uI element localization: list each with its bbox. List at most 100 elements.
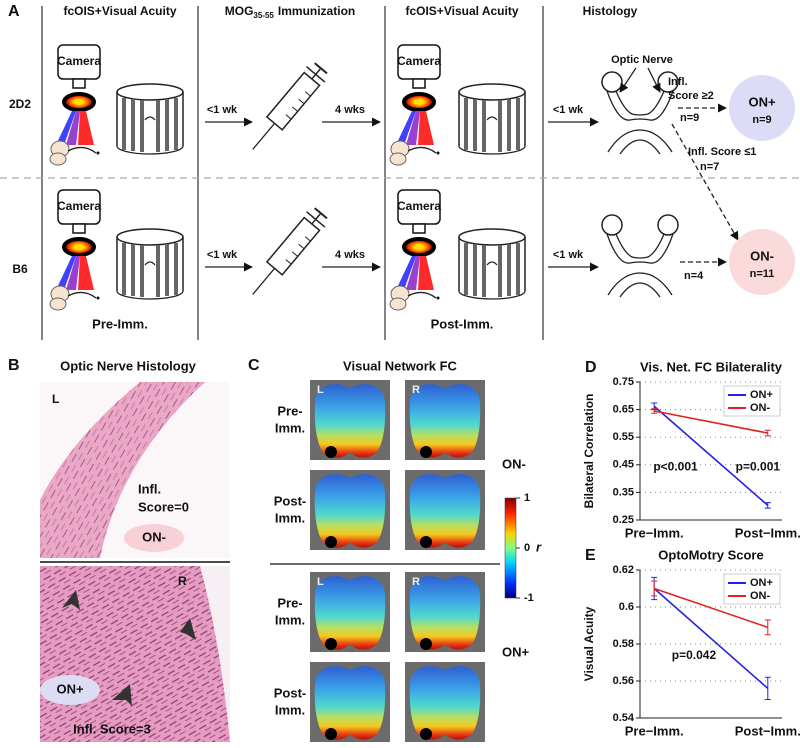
annotation: p=0.042	[672, 648, 717, 662]
error-bar	[764, 619, 771, 636]
drum-icon	[458, 83, 526, 155]
score-label: Infl. Score ≤1	[688, 146, 756, 158]
row-b6: Camera <1 wk 4 wks Camera <1 wk n=4 ON- …	[48, 188, 795, 312]
camera-label: Camera	[57, 199, 101, 213]
y-tick-label: 0.35	[613, 486, 634, 498]
row-label: Imm.	[275, 420, 305, 435]
panel-title: Optic Nerve Histology	[60, 358, 197, 373]
drum-icon	[458, 228, 526, 300]
histology-image	[40, 566, 230, 742]
interval-label: <1 wk	[207, 249, 238, 261]
legend-label: ON+	[750, 389, 773, 401]
y-axis-label: Visual Acuity	[582, 606, 596, 681]
header-subscript: 35-55	[253, 11, 274, 20]
arrowhead-marker	[62, 590, 80, 610]
outcome-label: ON-	[750, 248, 774, 263]
header-part: Immunization	[278, 4, 355, 18]
arrowhead-marker	[180, 618, 196, 640]
drum-icon	[116, 228, 184, 300]
y-tick-label: 0.6	[619, 601, 634, 613]
score-label: Infl.	[138, 481, 161, 496]
column-header: Histology	[583, 4, 638, 18]
series-line	[653, 405, 769, 506]
outcome-circle	[729, 229, 795, 295]
row-label: B6	[12, 262, 28, 276]
hemisphere-label: L	[317, 384, 324, 396]
legend-label: ON+	[750, 577, 773, 589]
group-label: ON-	[142, 529, 166, 544]
row-label: Imm.	[275, 510, 305, 525]
group-badge	[40, 675, 100, 705]
dashed-arrow	[671, 123, 739, 241]
outcome-n: n=11	[750, 268, 775, 280]
optic-nerve-icon	[601, 71, 679, 155]
camera-label: Camera	[397, 199, 441, 213]
score-label: Infl. Score=3	[73, 721, 151, 736]
annotation: p=0.001	[736, 460, 781, 474]
series-line	[654, 410, 768, 434]
panel-b: B Optic Nerve Histology L Infl. Score=0 …	[8, 357, 230, 742]
timepoint-label: Pre-Imm.	[92, 316, 148, 331]
camera-label: Camera	[57, 54, 101, 68]
side-label: L	[52, 392, 59, 406]
fc-map	[405, 662, 485, 742]
arrowhead-marker	[112, 684, 132, 706]
outcome-n: n=9	[752, 114, 771, 126]
row-label: Imm.	[275, 612, 305, 627]
colorbar-tick-label: -1	[524, 592, 534, 604]
outcome-circle	[729, 75, 795, 141]
row-label: Pre-	[277, 595, 302, 610]
legend-box	[723, 573, 781, 605]
row-label: Post-	[274, 493, 307, 508]
fc-map	[310, 662, 390, 742]
row-label: Post-	[274, 685, 307, 700]
y-tick-label: 0.25	[613, 514, 634, 526]
camera-label: Camera	[397, 54, 441, 68]
syringe-icon	[242, 204, 332, 304]
arrow	[647, 67, 661, 93]
series-line	[653, 587, 769, 629]
hemisphere-label: L	[317, 576, 324, 588]
optic-nerve-icon	[601, 214, 679, 298]
panel-title: Visual Network FC	[343, 358, 458, 373]
group-label: ON-	[502, 456, 526, 471]
optic-nerve-label: Optic Nerve	[611, 54, 673, 66]
x-tick-label: Post−Imm.	[735, 525, 800, 540]
error-bar	[764, 502, 771, 509]
drum-icon	[116, 83, 184, 155]
arrow	[619, 67, 637, 93]
n-label: n=7	[700, 161, 719, 173]
panel-label: C	[248, 357, 260, 374]
y-tick-label: 0.45	[613, 459, 634, 471]
charts: D Vis. Net. FC Bilaterality Bilateral Corr…	[582, 359, 800, 738]
chart-title: Vis. Net. FC Bilaterality	[640, 359, 783, 374]
error-bar	[651, 408, 658, 414]
column-header: MOG35-55 Immunization	[225, 4, 355, 20]
score-label: Infl.	[668, 76, 688, 88]
error-bar	[651, 580, 658, 597]
n-label: n=4	[684, 270, 704, 282]
y-tick-label: 0.55	[613, 431, 634, 443]
hemisphere-label: R	[412, 384, 420, 396]
y-tick-label: 0.54	[613, 712, 635, 724]
row-label: Imm.	[275, 702, 305, 717]
y-axis-label: Bilateral Correlation	[582, 394, 596, 509]
fc-map	[310, 470, 390, 550]
y-tick-label: 0.75	[613, 376, 634, 388]
header-part: MOG	[225, 4, 254, 18]
colorbar	[504, 497, 517, 599]
panel-label: A	[8, 3, 20, 20]
panel-label: B	[8, 357, 20, 374]
interval-label: <1 wk	[207, 104, 238, 116]
row-2d2: Camera <1 wk 4 wks Camera <1 wk Optic Ne…	[48, 43, 795, 241]
legend-label: ON-	[750, 590, 771, 602]
row-label: 2D2	[9, 97, 31, 111]
background	[200, 566, 230, 742]
interval-label: 4 wks	[335, 249, 365, 261]
colorbar-tick-label: 0	[524, 542, 530, 554]
timepoint-label: Post-Imm.	[431, 316, 494, 331]
outcome-label: ON+	[748, 94, 776, 109]
interval-label: <1 wk	[553, 249, 584, 261]
annotation: p<0.001	[653, 460, 698, 474]
